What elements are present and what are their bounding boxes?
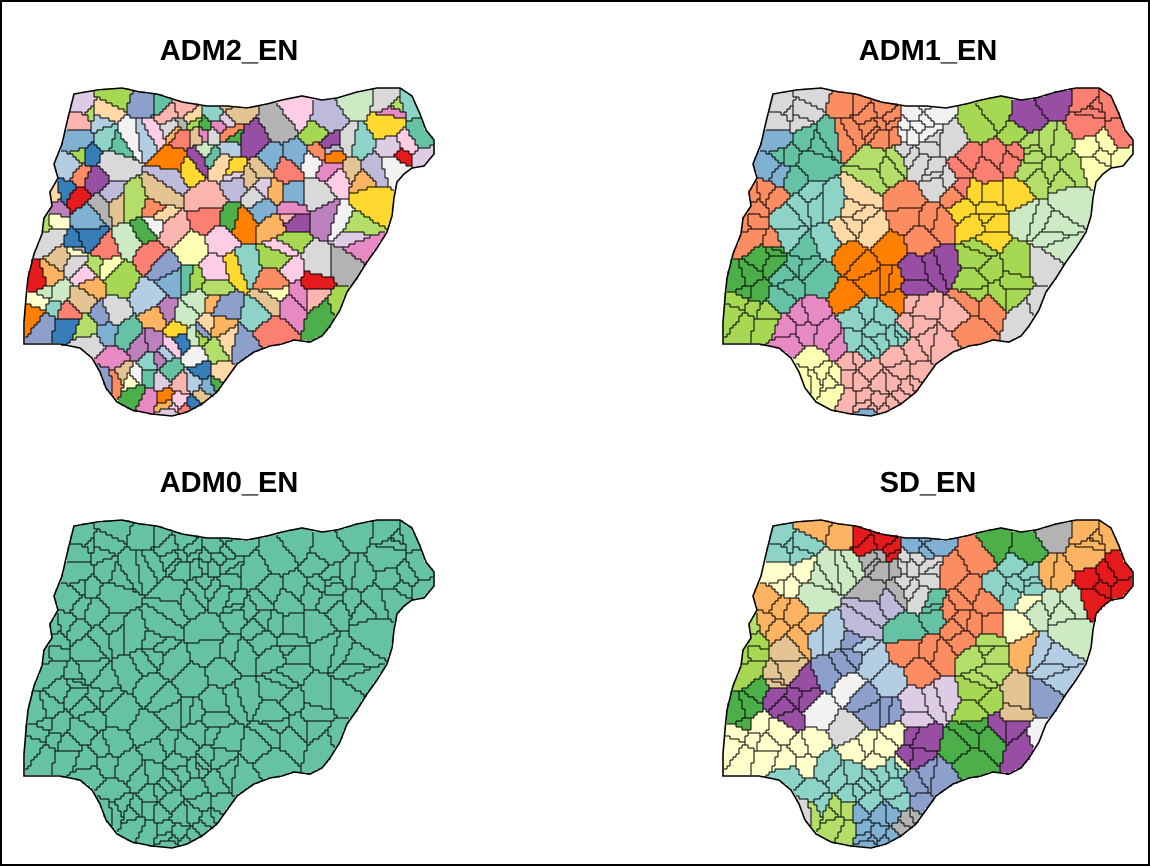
panel-title-adm1: ADM1_EN <box>718 35 1138 68</box>
panel-title-adm2: ADM2_EN <box>19 35 439 68</box>
region-fills <box>724 520 1132 847</box>
country-outline <box>722 87 1134 417</box>
map-adm1 <box>722 87 1134 417</box>
panel-title-sd: SD_EN <box>718 467 1138 500</box>
panel-title-adm0: ADM0_EN <box>19 467 439 500</box>
map-adm2 <box>23 87 435 417</box>
map-sd <box>722 519 1134 849</box>
country-outline <box>722 519 1134 849</box>
region-fills <box>724 88 1132 415</box>
region-fills <box>25 88 433 415</box>
country-outline <box>23 87 435 417</box>
map-adm0 <box>23 519 435 849</box>
region-fills <box>25 520 433 847</box>
country-outline <box>23 519 435 849</box>
